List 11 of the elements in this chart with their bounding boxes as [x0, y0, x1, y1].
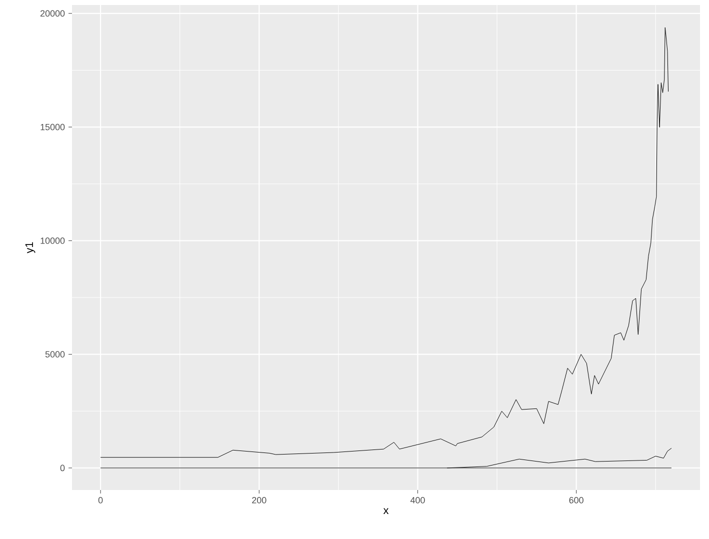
y-tick-label: 0: [60, 464, 65, 472]
x-tick-label: 400: [410, 497, 425, 504]
y-tick-label: 15000: [40, 124, 65, 130]
y-tick-label: 20000: [40, 10, 65, 17]
x-axis-title: x: [383, 508, 389, 514]
x-tick-label: 200: [252, 497, 266, 504]
x-tick-label: 600: [569, 497, 584, 504]
x-tick-label: 0: [98, 497, 103, 504]
y-tick-label: 10000: [40, 238, 65, 244]
y-tick-label: 5000: [45, 351, 65, 358]
y-axis-title: y1: [25, 242, 36, 254]
